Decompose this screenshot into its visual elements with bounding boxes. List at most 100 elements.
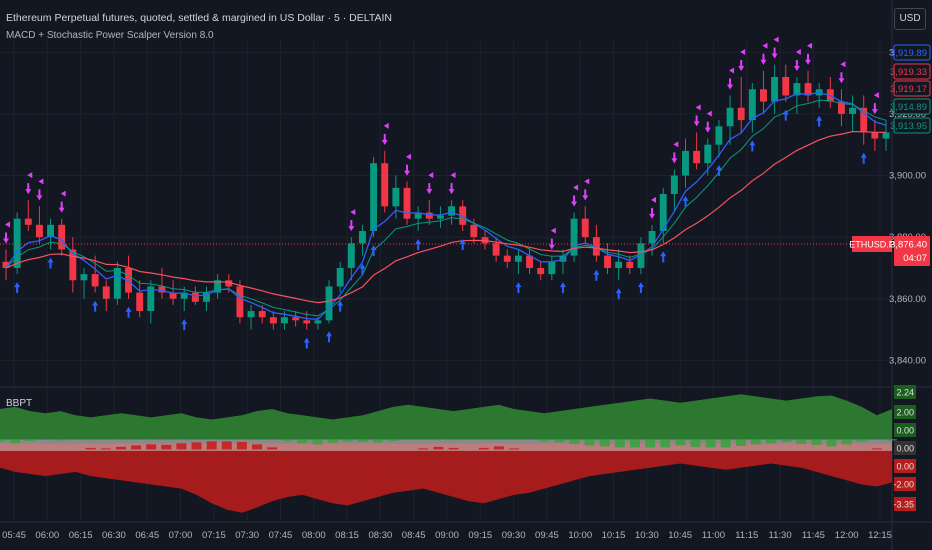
buy-arrow	[559, 282, 566, 294]
indicator-axis-label: 2.24	[896, 388, 914, 398]
time-tick-label: 09:45	[535, 530, 559, 541]
histogram-bar	[131, 445, 142, 450]
symbol-badge-label: ETHUSD.P	[849, 240, 895, 250]
exit-flag	[584, 178, 590, 185]
neutral-zone-lower	[0, 443, 892, 451]
candle-body	[470, 224, 478, 238]
histogram-bar	[645, 439, 656, 448]
buy-arrow	[415, 238, 422, 250]
histogram-bar	[856, 439, 867, 442]
histogram-bar	[357, 439, 368, 442]
time-tick-label: 07:30	[235, 530, 259, 541]
candle-body	[559, 255, 567, 262]
price-badge-label: 3,919.17	[890, 84, 927, 95]
histogram-bar	[221, 441, 232, 450]
histogram-bar	[146, 444, 157, 450]
histogram-bar	[509, 448, 520, 450]
histogram-bar	[539, 439, 550, 441]
price-badge-label: 3,919.89	[890, 48, 927, 59]
candle-body	[47, 224, 55, 238]
histogram-bar	[297, 439, 308, 444]
histogram-bar	[478, 447, 489, 450]
buy-arrow	[660, 251, 667, 263]
candle-body	[682, 150, 689, 176]
symbol-title: Ethereum Perpetual futures, quoted, sett…	[6, 12, 392, 24]
price-badge-label: 3,919.33	[890, 67, 927, 78]
price-badge	[893, 80, 931, 97]
candle-body	[782, 76, 790, 96]
indicator-pane[interactable]	[0, 0, 897, 513]
histogram-bar	[403, 439, 414, 440]
candle-body	[69, 249, 77, 281]
candle-body	[637, 243, 645, 268]
candle-body	[80, 274, 88, 281]
candle-body	[793, 83, 801, 96]
price-badge	[893, 44, 931, 61]
exit-arrow	[426, 183, 433, 195]
exit-arrow	[805, 53, 812, 65]
exit-flag	[27, 172, 33, 179]
histogram-bar	[871, 448, 882, 450]
buy-arrow	[359, 263, 366, 275]
exit-arrow	[582, 189, 589, 201]
candle-body	[871, 132, 879, 139]
exit-arrow	[671, 152, 678, 164]
histogram-bar	[433, 446, 444, 450]
exit-flag	[795, 48, 801, 55]
price-tick-label: 3,860.00	[889, 294, 926, 305]
candle-body	[35, 224, 43, 238]
exit-flag	[695, 104, 701, 111]
histogram-bar	[327, 439, 338, 443]
buy-arrow	[637, 282, 644, 294]
candle-body	[436, 215, 444, 219]
candle-body	[882, 132, 890, 139]
buy-arrow	[92, 300, 99, 312]
indicator-title: BBPT	[6, 398, 33, 409]
price-badge	[893, 117, 931, 134]
histogram-bar	[614, 439, 625, 448]
buy-arrow	[459, 238, 466, 250]
indicator-axis-label: -2.00	[893, 480, 914, 490]
candle-body	[2, 261, 10, 268]
histogram-bar	[206, 441, 217, 450]
candle-body	[737, 107, 745, 121]
indicator-axis-label: 0.00	[896, 462, 914, 472]
buy-arrow	[593, 269, 600, 281]
buy-arrow	[860, 152, 867, 164]
candle-body	[581, 218, 589, 238]
histogram-bar	[115, 446, 126, 450]
histogram-bar	[282, 439, 293, 441]
candle-body	[837, 101, 845, 114]
exit-flag	[383, 122, 389, 129]
candle-body	[381, 163, 389, 207]
histogram-bar	[599, 439, 610, 447]
exit-flag	[573, 184, 579, 191]
candle-body	[91, 274, 99, 287]
exit-arrow	[548, 238, 555, 250]
buy-arrow	[303, 337, 310, 349]
exit-arrow	[738, 59, 745, 71]
candle-body	[414, 212, 422, 219]
histogram-bar	[342, 439, 353, 442]
histogram-bar	[55, 439, 66, 441]
currency-button[interactable]: USD	[894, 8, 926, 30]
candle-body	[292, 317, 300, 321]
candle-body	[537, 267, 545, 275]
exit-arrow	[760, 53, 767, 65]
histogram-bar	[418, 448, 429, 450]
buy-arrow	[515, 282, 522, 294]
candle-body	[347, 243, 355, 268]
exit-arrow	[3, 232, 9, 244]
exit-flag	[38, 178, 44, 185]
buy-arrow	[326, 331, 333, 343]
histogram-bar	[388, 439, 399, 441]
buy-arrow	[749, 140, 756, 152]
candle-body	[169, 292, 177, 299]
histogram-bar	[554, 439, 565, 443]
candle-body	[125, 267, 132, 293]
candle-body	[269, 317, 277, 324]
candle-body	[392, 187, 400, 207]
price-badge	[893, 63, 931, 80]
candle-body	[403, 187, 411, 219]
